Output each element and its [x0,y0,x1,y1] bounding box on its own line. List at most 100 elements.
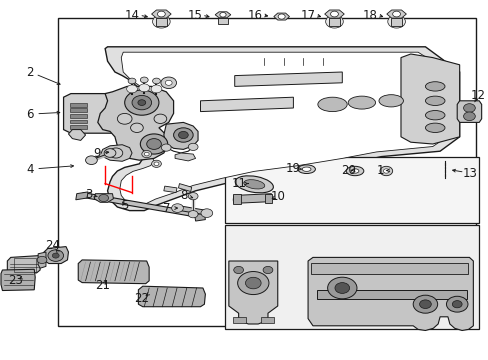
Polygon shape [76,192,88,200]
Bar [14,258,36,272]
Ellipse shape [425,96,444,105]
Text: 6: 6 [26,108,34,121]
Circle shape [412,295,437,313]
Polygon shape [176,205,207,215]
Circle shape [140,134,167,154]
Ellipse shape [235,176,273,193]
Circle shape [117,113,132,124]
Circle shape [161,77,176,89]
Circle shape [37,256,47,264]
Polygon shape [200,97,293,112]
Text: 4: 4 [26,163,34,176]
Bar [70,103,87,107]
Ellipse shape [302,167,310,171]
Bar [70,125,87,129]
Polygon shape [310,263,468,274]
Circle shape [463,104,474,112]
Text: 18: 18 [362,9,377,22]
Bar [70,120,87,123]
Circle shape [142,150,151,158]
Polygon shape [7,256,40,273]
Polygon shape [78,260,149,284]
Ellipse shape [346,166,363,176]
Text: 17: 17 [300,9,315,22]
Polygon shape [82,193,201,218]
Bar [328,18,340,26]
Text: 2: 2 [26,66,34,78]
Circle shape [132,95,151,110]
Polygon shape [163,122,198,149]
Circle shape [99,194,108,202]
Circle shape [220,13,225,17]
Bar [58,18,475,326]
Bar [224,157,478,223]
Polygon shape [264,194,272,203]
Text: 8: 8 [180,189,187,202]
Circle shape [157,11,165,17]
Text: 12: 12 [470,89,485,102]
Text: 9: 9 [93,147,101,159]
Text: 3: 3 [85,188,93,201]
Text: 7: 7 [163,202,171,215]
Text: 10: 10 [270,190,285,203]
Bar [218,18,227,24]
Circle shape [130,123,143,132]
Ellipse shape [425,123,444,132]
Polygon shape [68,130,85,140]
Polygon shape [228,261,277,324]
Circle shape [334,283,349,293]
Ellipse shape [297,165,315,174]
Text: 19: 19 [285,162,300,175]
Circle shape [48,250,63,261]
Text: 15: 15 [187,9,202,22]
Polygon shape [273,13,289,20]
Polygon shape [456,101,481,122]
Circle shape [325,15,343,28]
Circle shape [165,80,172,85]
Bar [70,108,87,112]
Polygon shape [232,317,245,323]
Circle shape [52,253,59,258]
Bar [390,18,402,26]
Polygon shape [307,257,472,330]
Circle shape [124,90,159,115]
Circle shape [188,211,198,218]
Polygon shape [260,317,273,323]
Polygon shape [175,153,195,161]
Circle shape [383,169,388,173]
Circle shape [379,166,392,176]
Circle shape [152,78,160,84]
Circle shape [419,300,430,309]
Circle shape [245,277,261,289]
Circle shape [188,143,198,150]
Circle shape [463,112,474,121]
Polygon shape [194,213,205,221]
Polygon shape [98,86,173,160]
Circle shape [161,144,171,151]
Polygon shape [63,94,117,133]
Polygon shape [178,184,191,192]
Ellipse shape [350,169,358,173]
Polygon shape [324,10,344,18]
Circle shape [146,139,161,149]
Polygon shape [233,194,240,204]
Polygon shape [234,72,342,86]
Bar [155,18,167,26]
Circle shape [237,271,268,294]
Text: 11: 11 [232,177,246,190]
Circle shape [188,193,198,200]
Ellipse shape [317,97,346,112]
Circle shape [139,84,149,92]
Polygon shape [101,145,132,161]
Circle shape [154,162,159,166]
Circle shape [327,277,356,299]
Polygon shape [138,286,205,307]
Ellipse shape [244,180,264,189]
Circle shape [140,77,148,83]
Polygon shape [233,194,271,203]
Polygon shape [400,54,459,144]
Polygon shape [386,10,406,18]
Text: 5: 5 [121,199,128,212]
Polygon shape [1,269,35,291]
Circle shape [128,78,136,84]
